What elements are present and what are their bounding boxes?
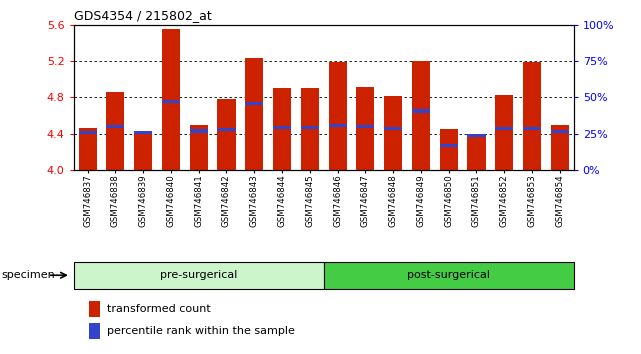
Bar <box>384 96 402 170</box>
Bar <box>412 61 430 170</box>
Bar <box>106 92 124 170</box>
Bar <box>329 62 347 170</box>
Bar <box>162 100 180 103</box>
Bar <box>384 127 402 130</box>
Text: transformed count: transformed count <box>107 304 211 314</box>
Bar <box>551 130 569 133</box>
Bar <box>106 125 124 128</box>
Bar <box>79 131 97 134</box>
Bar <box>273 126 291 129</box>
Bar <box>190 125 208 170</box>
Bar <box>523 62 541 170</box>
Bar <box>301 126 319 129</box>
Bar <box>412 109 430 113</box>
Bar <box>217 99 235 170</box>
Bar <box>74 262 324 289</box>
Bar <box>162 29 180 170</box>
Bar <box>356 87 374 170</box>
Bar <box>273 88 291 170</box>
Bar <box>551 125 569 170</box>
Bar <box>440 129 458 170</box>
Text: percentile rank within the sample: percentile rank within the sample <box>107 326 295 336</box>
Text: GDS4354 / 215802_at: GDS4354 / 215802_at <box>74 9 212 22</box>
Bar <box>523 127 541 130</box>
Bar <box>246 58 263 170</box>
Bar <box>246 102 263 105</box>
Bar <box>329 124 347 127</box>
Text: specimen: specimen <box>1 270 55 280</box>
Bar <box>324 262 574 289</box>
Bar <box>88 323 100 339</box>
Bar <box>356 125 374 128</box>
Bar <box>190 129 208 132</box>
Text: post-surgerical: post-surgerical <box>407 270 490 280</box>
Text: pre-surgerical: pre-surgerical <box>160 270 237 280</box>
Bar <box>134 131 152 134</box>
Bar <box>217 127 235 131</box>
Bar <box>467 136 485 170</box>
Bar <box>301 88 319 170</box>
Bar <box>495 95 513 170</box>
Bar <box>134 132 152 170</box>
Bar <box>495 127 513 130</box>
Bar <box>79 128 97 170</box>
Bar <box>467 134 485 137</box>
Bar <box>88 301 100 317</box>
Bar <box>440 144 458 147</box>
